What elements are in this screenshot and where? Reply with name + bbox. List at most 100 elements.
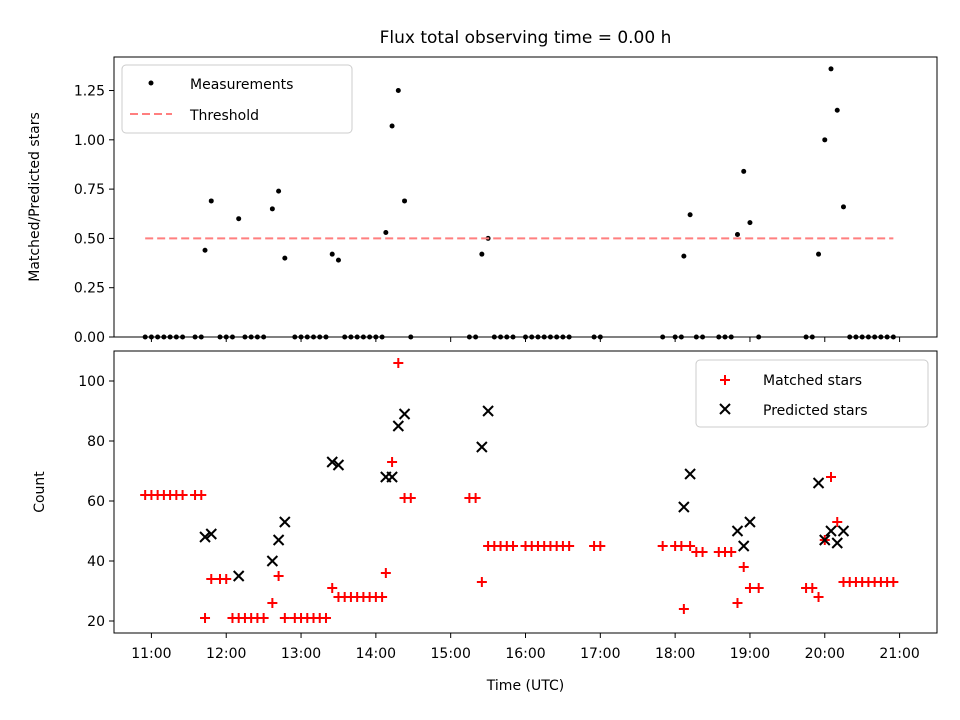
measurement-point xyxy=(317,334,323,340)
predicted-star-point xyxy=(392,420,405,432)
measurement-point xyxy=(223,334,229,340)
predicted-star-point xyxy=(731,525,744,537)
measurement-point xyxy=(716,334,722,340)
x-axis-label: Time (UTC) xyxy=(486,678,564,694)
measurement-point xyxy=(402,198,408,204)
predicted-star-point xyxy=(476,441,488,453)
matched-star-point xyxy=(676,541,687,551)
predicted-star-point xyxy=(386,471,398,483)
matched-star-point xyxy=(393,358,404,368)
legend-label-matched: Matched stars xyxy=(763,373,862,389)
top-series-group xyxy=(142,66,896,340)
chart-title: Flux total observing time = 0.00 h xyxy=(380,28,672,48)
top-y-tick-label: 1.25 xyxy=(74,84,105,100)
measurement-point xyxy=(591,334,597,340)
predicted-star-point xyxy=(738,540,750,552)
measurement-point xyxy=(248,334,254,340)
predicted-star-point xyxy=(266,555,279,567)
measurement-point xyxy=(504,334,510,340)
measurement-point xyxy=(323,334,329,340)
measurement-point xyxy=(236,216,242,222)
matched-star-point xyxy=(685,541,696,551)
matched-star-point xyxy=(657,541,668,551)
measurement-point xyxy=(687,212,693,218)
measurement-point xyxy=(161,334,167,340)
matched-star-point xyxy=(826,472,837,482)
measurement-point xyxy=(367,334,373,340)
measurement-point xyxy=(298,334,304,340)
matched-star-point xyxy=(273,571,284,581)
measurement-point xyxy=(148,334,154,340)
measurement-point xyxy=(872,334,878,340)
measurement-point xyxy=(853,334,859,340)
legend-predicted-marker xyxy=(719,403,731,415)
matched-star-point xyxy=(564,541,575,551)
measurement-point xyxy=(379,334,385,340)
measurement-point xyxy=(473,334,479,340)
measurement-point xyxy=(809,334,815,340)
predicted-star-point xyxy=(205,528,217,540)
measurement-point xyxy=(373,334,379,340)
measurement-point xyxy=(816,251,822,257)
matched-star-point xyxy=(177,490,188,500)
bottom-y-tick-label: 40 xyxy=(87,554,105,570)
matched-star-point xyxy=(200,613,211,623)
measurement-point xyxy=(360,334,366,340)
measurement-point xyxy=(747,220,753,226)
matched-star-point xyxy=(888,577,899,587)
matched-star-point xyxy=(726,547,737,557)
bottom-y-tick-label: 60 xyxy=(87,494,105,510)
top-y-axis-label: Matched/Predicted stars xyxy=(27,112,43,282)
measurement-point xyxy=(389,123,395,129)
measurement-point xyxy=(834,107,840,113)
measurement-point xyxy=(242,334,248,340)
matched-star-point xyxy=(697,547,708,557)
measurement-point xyxy=(660,334,666,340)
measurement-point xyxy=(304,334,310,340)
predicted-star-point xyxy=(199,531,211,543)
measurement-point xyxy=(292,334,298,340)
x-tick-label: 17:00 xyxy=(580,646,620,662)
matched-star-point xyxy=(832,517,843,527)
measurement-point xyxy=(510,334,516,340)
matched-star-point xyxy=(327,583,338,593)
matched-star-point xyxy=(196,490,207,500)
measurement-point xyxy=(202,247,208,253)
matched-star-point xyxy=(320,613,331,623)
measurement-point xyxy=(173,334,179,340)
measurement-point xyxy=(803,334,809,340)
measurement-point xyxy=(840,204,846,210)
measurement-point xyxy=(890,334,896,340)
measurement-point xyxy=(734,231,740,237)
measurement-point xyxy=(217,334,223,340)
top-y-tick-label: 0.75 xyxy=(74,182,105,198)
x-tick-label: 13:00 xyxy=(281,646,321,662)
matched-star-point xyxy=(476,577,487,587)
measurement-point xyxy=(672,334,678,340)
x-tick-label: 18:00 xyxy=(655,646,695,662)
measurement-point xyxy=(728,334,734,340)
measurement-point xyxy=(878,334,884,340)
measurement-point xyxy=(547,334,553,340)
legend-measurement-marker xyxy=(148,80,154,86)
legend-label-threshold: Threshold xyxy=(189,108,259,124)
measurement-point xyxy=(597,334,603,340)
predicted-star-point xyxy=(837,525,850,537)
matched-star-point xyxy=(595,541,606,551)
predicted-star-point xyxy=(232,570,245,582)
measurement-point xyxy=(198,334,204,340)
measurement-point xyxy=(681,253,687,259)
measurement-point xyxy=(180,334,186,340)
predicted-star-point xyxy=(812,477,825,489)
legend-box xyxy=(695,359,929,428)
measurement-point xyxy=(479,251,485,257)
x-tick-label: 14:00 xyxy=(356,646,396,662)
matched-star-point xyxy=(678,604,689,614)
matched-star-point xyxy=(744,583,755,593)
predicted-star-point xyxy=(819,534,831,546)
top-y-tick-label: 0.50 xyxy=(74,231,105,247)
matched-star-point xyxy=(470,493,481,503)
x-tick-label: 15:00 xyxy=(431,646,471,662)
measurement-point xyxy=(408,334,414,340)
measurement-point xyxy=(865,334,871,340)
